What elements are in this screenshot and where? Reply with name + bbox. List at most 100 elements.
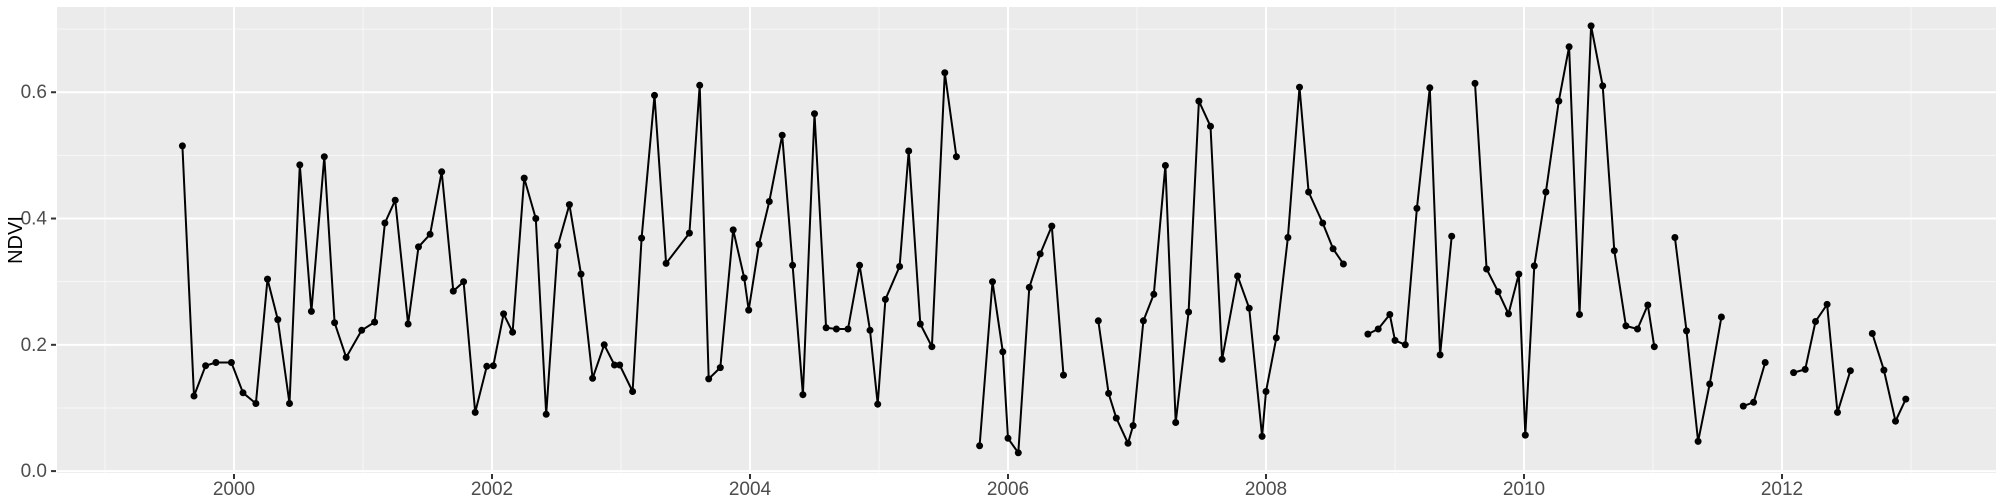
ndvi-data-point bbox=[227, 359, 235, 366]
data-series-ndvi bbox=[178, 22, 1910, 457]
ndvi-data-point bbox=[212, 359, 220, 366]
ndvi-data-point bbox=[296, 161, 304, 169]
ndvi-data-point bbox=[264, 275, 271, 283]
ndvi-data-point bbox=[705, 375, 713, 383]
ndvi-data-point bbox=[449, 287, 457, 295]
ndvi-data-point bbox=[1634, 325, 1641, 333]
ndvi-data-point bbox=[1717, 313, 1725, 321]
ndvi-data-point bbox=[1530, 262, 1538, 270]
ndvi-data-point bbox=[1339, 260, 1347, 268]
ndvi-data-point bbox=[696, 81, 704, 89]
ndvi-data-point bbox=[916, 320, 924, 328]
ndvi-data-point bbox=[320, 153, 328, 161]
ndvi-data-point bbox=[662, 259, 670, 267]
ndvi-data-point bbox=[1060, 371, 1067, 379]
x-axis-tick-label: 2004 bbox=[729, 479, 772, 500]
ndvi-data-point bbox=[1471, 79, 1479, 87]
ndvi-data-point bbox=[565, 201, 573, 209]
ndvi-data-point bbox=[252, 400, 260, 407]
ndvi-data-point bbox=[1823, 300, 1831, 308]
ndvi-data-point bbox=[371, 318, 379, 326]
x-axis-tick-label: 2012 bbox=[1761, 479, 1803, 500]
ndvi-data-point bbox=[1112, 414, 1120, 422]
ndvi-data-point bbox=[1426, 84, 1434, 92]
ndvi-data-point bbox=[1650, 343, 1658, 351]
ndvi-data-point bbox=[896, 263, 904, 270]
ndvi-data-point bbox=[1671, 234, 1679, 241]
ndvi-data-point bbox=[1150, 290, 1158, 298]
ndvi-data-point bbox=[1599, 82, 1607, 90]
ndvi-data-point bbox=[1834, 408, 1841, 416]
ndvi-data-point bbox=[1521, 431, 1529, 439]
ndvi-data-point bbox=[1448, 232, 1456, 240]
ndvi-data-point bbox=[1014, 449, 1022, 457]
ndvi-data-point bbox=[1542, 188, 1550, 196]
ndvi-data-point bbox=[554, 242, 562, 250]
ndvi-data-point bbox=[1048, 222, 1056, 230]
x-axis-tick-label: 2006 bbox=[987, 479, 1029, 500]
ndvi-data-point bbox=[629, 388, 637, 395]
ndvi-line-segment bbox=[181, 71, 958, 416]
ndvi-data-point bbox=[358, 326, 366, 334]
ndvi-data-point bbox=[471, 408, 479, 416]
ndvi-data-point bbox=[1319, 219, 1327, 227]
ndvi-data-point bbox=[1172, 419, 1180, 426]
ndvi-data-point bbox=[638, 234, 646, 242]
ndvi-data-point bbox=[799, 391, 807, 399]
ndvi-data-point bbox=[1565, 43, 1573, 51]
ndvi-data-point bbox=[989, 278, 996, 286]
ndvi-data-point bbox=[1812, 318, 1819, 325]
ndvi-data-point bbox=[745, 306, 753, 314]
ndvi-data-point bbox=[1272, 334, 1280, 342]
ndvi-data-point bbox=[1801, 365, 1809, 373]
ndvi-data-point bbox=[928, 343, 936, 351]
ndvi-data-point bbox=[1494, 288, 1502, 296]
ndvi-data-point bbox=[1694, 437, 1702, 445]
ndvi-data-point bbox=[460, 278, 468, 286]
x-axis-tick-label: 2010 bbox=[1503, 479, 1545, 500]
ndvi-data-point bbox=[274, 316, 282, 324]
ndvi-data-point bbox=[1036, 250, 1044, 258]
ndvi-data-point bbox=[342, 353, 350, 361]
ndvi-data-point bbox=[1683, 327, 1690, 335]
ndvi-data-point bbox=[1505, 310, 1512, 318]
ndvi-data-point bbox=[1587, 22, 1595, 30]
ndvi-data-point bbox=[381, 219, 389, 227]
x-axis-tick-label: 2008 bbox=[1245, 479, 1287, 500]
ndvi-data-point bbox=[1436, 351, 1444, 359]
ndvi-data-point bbox=[1750, 398, 1758, 406]
ndvi-data-point bbox=[976, 442, 984, 450]
ndvi-data-point bbox=[589, 374, 597, 382]
ndvi-data-point bbox=[577, 270, 585, 278]
ndvi-data-point bbox=[404, 320, 412, 328]
ndvi-data-point bbox=[1094, 317, 1102, 325]
ndvi-data-point bbox=[952, 153, 960, 161]
ndvi-data-point bbox=[822, 324, 830, 332]
ndvi-data-point bbox=[1644, 301, 1652, 309]
ndvi-data-point bbox=[1610, 247, 1618, 255]
ndvi-data-point bbox=[778, 131, 786, 139]
ndvi-data-point bbox=[190, 392, 198, 400]
grid-minor-lines bbox=[57, 7, 1996, 473]
axes: 2000 2002 2004 2006 2008 2010 2012 0.0 0.2 0.4 0.6 bbox=[21, 82, 1804, 500]
ndvi-data-point bbox=[1258, 432, 1266, 440]
ndvi-data-point bbox=[489, 362, 497, 370]
ndvi-data-point bbox=[1161, 162, 1169, 169]
grid-major-lines bbox=[57, 7, 1996, 473]
ndvi-data-point bbox=[600, 341, 608, 349]
ndvi-data-point bbox=[1374, 325, 1382, 333]
ndvi-data-point bbox=[1790, 369, 1798, 377]
ndvi-data-point bbox=[1129, 422, 1137, 430]
ndvi-data-point bbox=[1105, 389, 1113, 397]
ndvi-data-point bbox=[1207, 122, 1214, 130]
ndvi-data-point bbox=[1483, 265, 1491, 273]
ndvi-line-segment bbox=[1871, 332, 1907, 423]
ndvi-data-point bbox=[1025, 283, 1033, 291]
ndvi-data-point bbox=[685, 229, 693, 237]
ndvi-data-point bbox=[740, 274, 748, 282]
ndvi-data-point bbox=[755, 240, 763, 248]
ndvi-data-point bbox=[765, 198, 773, 205]
ndvi-data-point bbox=[500, 310, 508, 318]
ndvi-data-point bbox=[611, 361, 618, 369]
